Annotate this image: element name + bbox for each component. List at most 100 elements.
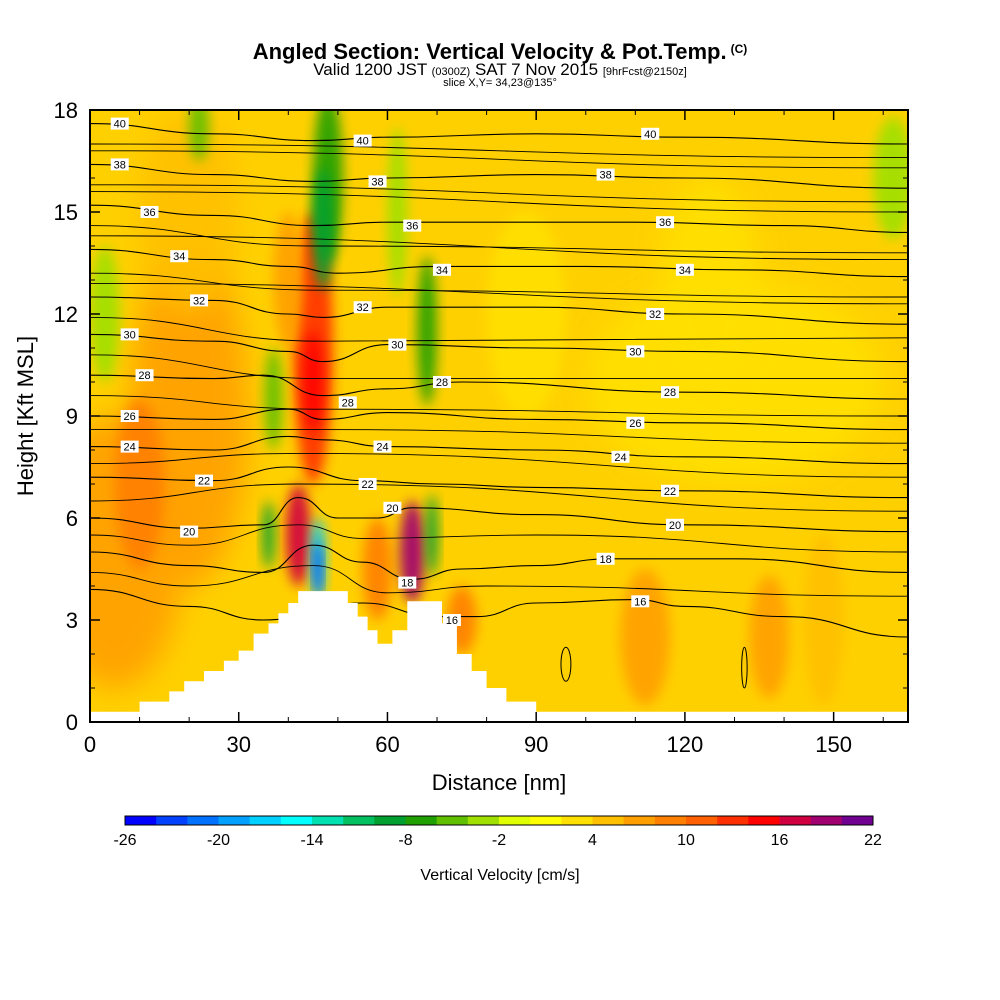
svg-text:38: 38 (371, 176, 383, 188)
isentrope-label-32-0: 32 (190, 294, 209, 307)
isentrope-labels: 16 16 18 18 20 20 20 22 22 22 24 24 24 26 26 28 28 28 28 30… (110, 117, 694, 627)
isentrope-label-22-2: 22 (661, 484, 680, 498)
subtitle-forecast: [9hrFcst@2150z] (602, 66, 687, 78)
colorbar-swatch (467, 816, 500, 825)
velocity-region-24 (90, 246, 120, 382)
velocity-region-19 (264, 348, 283, 450)
svg-text:34: 34 (173, 251, 185, 263)
isentrope-30 (90, 333, 908, 363)
svg-text:28: 28 (342, 397, 354, 409)
colorbar-swatch (592, 816, 625, 825)
isentrope-label-26-1: 26 (626, 416, 645, 430)
isentrope-16 (90, 588, 908, 638)
isentrope-label-38-1: 38 (368, 175, 387, 188)
svg-text:30: 30 (629, 346, 641, 358)
closed-contour-0 (560, 646, 572, 682)
colorbar-swatch (841, 816, 874, 825)
x-tick-label: 120 (667, 732, 704, 757)
colorbar-tick-label: -20 (207, 832, 230, 849)
isentrope-label-30-0: 30 (120, 328, 139, 341)
isentrope-label-20-0: 20 (180, 525, 199, 539)
isentrope-label-34-2: 34 (675, 263, 694, 277)
isentrope-label-34-0: 34 (170, 250, 189, 263)
velocity-region-5 (273, 212, 304, 348)
svg-text:40: 40 (644, 129, 656, 141)
y-tick-label: 18 (54, 98, 78, 123)
isentrope-label-24-1: 24 (373, 440, 392, 454)
colorbar-swatch (436, 816, 469, 825)
colorbar-swatch (717, 816, 749, 825)
svg-text:34: 34 (436, 265, 448, 277)
colorbar-tick-label: -26 (113, 832, 136, 849)
isentrope-label-36-2: 36 (656, 216, 675, 229)
svg-text:38: 38 (114, 159, 126, 171)
colorbar-swatch (312, 816, 344, 825)
isentrope-label-40-0: 40 (110, 117, 129, 131)
colorbar-swatch (499, 816, 531, 825)
isentrope-label-26-0: 26 (120, 410, 139, 423)
isentrope-label-22-1: 22 (358, 478, 377, 491)
secondary-contour-9 (90, 354, 908, 380)
colorbar-swatch (810, 816, 843, 825)
isentrope-18 (90, 544, 908, 580)
velocity-region-6 (285, 484, 311, 586)
x-tick-label: 60 (375, 732, 399, 757)
y-tick-label: 6 (66, 506, 78, 531)
x-tick-label: 30 (226, 732, 250, 757)
colorbar-swatch (779, 816, 812, 825)
isentrope-label-16-0: 16 (442, 614, 461, 627)
colorbar-title: Vertical Velocity [cm/s] (420, 867, 579, 884)
chart-title: Angled Section: Vertical Velocity & Pot.… (0, 36, 1000, 65)
isentrope-label-36-0: 36 (140, 206, 159, 219)
secondary-contour-5 (90, 235, 908, 261)
isentrope-32 (90, 296, 908, 325)
colorbar-tick-label: 16 (771, 832, 789, 849)
velocity-region-20 (262, 501, 275, 569)
svg-text:20: 20 (669, 520, 681, 532)
secondary-contour-12 (90, 452, 908, 478)
velocity-region-27 (387, 127, 408, 297)
subtitle-valid-time: Valid 1200 JST (313, 60, 427, 79)
colorbar-swatch (530, 816, 562, 825)
y-axis-title: Height [Kft MSL] (13, 336, 38, 496)
y-tick-label: 9 (66, 404, 78, 429)
isentrope-label-34-1: 34 (432, 263, 451, 277)
isentrope-36 (90, 204, 908, 233)
isentrope-label-28-1: 28 (338, 396, 357, 409)
isentrope-contours (90, 123, 908, 689)
colorbar-swatch (405, 816, 438, 825)
svg-text:40: 40 (114, 119, 126, 131)
secondary-contour-1 (90, 150, 908, 169)
closed-contour-1 (741, 646, 748, 689)
svg-text:22: 22 (361, 479, 373, 491)
y-tick-label: 12 (54, 302, 78, 327)
svg-text:22: 22 (198, 476, 210, 488)
svg-text:22: 22 (664, 486, 676, 498)
x-tick-label: 150 (815, 732, 852, 757)
isentrope-label-28-2: 28 (432, 376, 451, 389)
y-tick-label: 3 (66, 608, 78, 633)
velocity-region-25 (873, 116, 908, 240)
isentrope-label-32-1: 32 (353, 301, 372, 314)
svg-text:16: 16 (446, 615, 458, 627)
secondary-contour-13 (90, 483, 908, 512)
velocity-region-17 (313, 167, 333, 291)
velocity-field (90, 110, 908, 705)
colorbar-swatch (125, 816, 157, 825)
svg-text:32: 32 (193, 295, 205, 307)
velocity-region-2 (139, 110, 239, 314)
subtitle-utc-time: (0300Z) (431, 66, 471, 78)
svg-text:16: 16 (634, 596, 646, 608)
isentrope-label-40-1: 40 (353, 134, 372, 148)
secondary-contour-11 (90, 429, 908, 444)
secondary-contour-2 (90, 184, 908, 203)
isentrope-22 (90, 466, 908, 499)
svg-text:36: 36 (406, 221, 418, 233)
isentrope-label-30-1: 30 (388, 338, 407, 352)
colorbar-swatch (218, 816, 251, 825)
y-tick-label: 15 (54, 200, 78, 225)
colorbar-swatch (249, 816, 282, 825)
svg-text:30: 30 (391, 340, 403, 352)
secondary-contour-14 (90, 524, 908, 553)
